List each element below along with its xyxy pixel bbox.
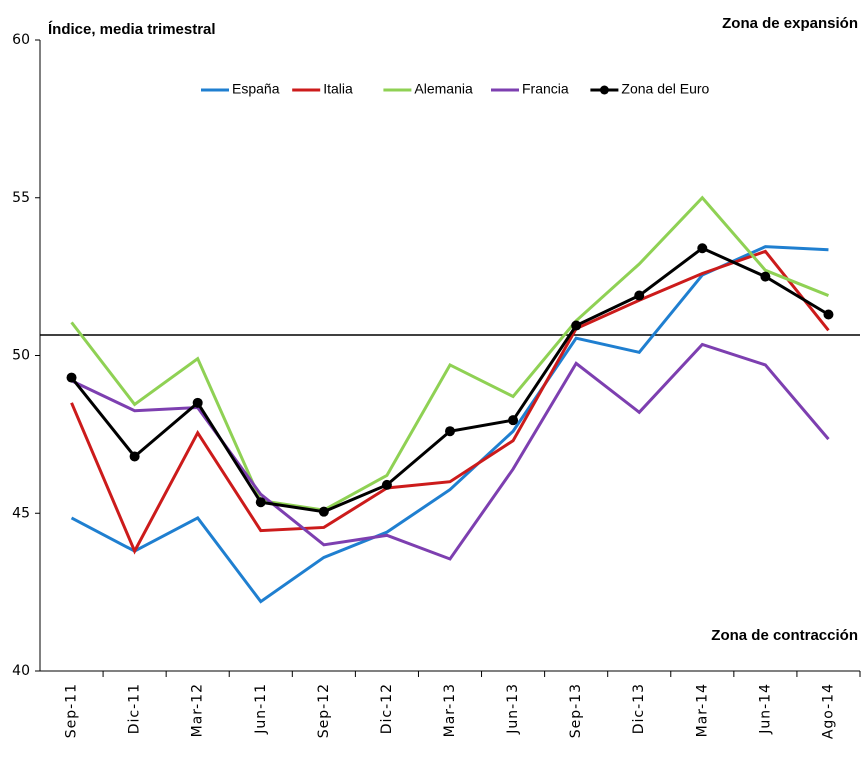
- line: [70, 195, 830, 512]
- x-tick-label: Sep-13: [568, 683, 584, 738]
- x-tick-label: Dic-11: [127, 683, 143, 734]
- marker: [634, 290, 645, 301]
- line: [70, 245, 829, 604]
- x-tick-label: Jun-11: [253, 683, 269, 735]
- x-tick-label: Mar-12: [190, 683, 206, 737]
- legend-label: España: [232, 81, 280, 97]
- annotation: Zona de contracción: [711, 627, 858, 644]
- y-tick-label: 45: [12, 505, 30, 521]
- x-tick-label: Mar-14: [694, 683, 710, 737]
- legend-marker: [599, 85, 609, 95]
- marker: [760, 271, 771, 282]
- x-tick-label: Ago-14: [820, 683, 836, 739]
- marker: [508, 415, 519, 426]
- marker: [381, 479, 392, 490]
- legend-label: Alemania: [414, 81, 473, 97]
- marker: [697, 243, 708, 254]
- legend-label: Francia: [522, 81, 569, 97]
- marker: [129, 451, 140, 462]
- x-tick-label: Sep-12: [316, 683, 332, 738]
- x-tick-label: Jun-13: [505, 683, 521, 735]
- x-tick-label: Jun-14: [757, 683, 773, 735]
- marker: [66, 372, 77, 383]
- x-tick-label: Mar-13: [442, 683, 458, 737]
- line: [70, 249, 830, 555]
- x-tick-label: Sep-11: [64, 683, 80, 738]
- legend-label: Italia: [323, 81, 353, 97]
- marker: [255, 497, 266, 508]
- marker: [318, 506, 329, 517]
- y-tick-label: 40: [12, 663, 30, 679]
- legend-label: Zona del Euro: [621, 81, 709, 97]
- x-tick-label: Dic-13: [631, 683, 647, 734]
- x-tick-label: Dic-12: [379, 683, 395, 734]
- marker: [445, 426, 455, 437]
- marker: [823, 309, 834, 320]
- marker: [192, 397, 203, 408]
- annotation: Zona de expansión: [722, 15, 858, 32]
- y-tick-label: 55: [12, 190, 30, 206]
- y-axis-label: Índice, media trimestral: [48, 21, 216, 38]
- y-tick-label: 60: [12, 32, 30, 48]
- marker: [571, 320, 582, 331]
- line: [70, 342, 830, 561]
- y-tick-label: 50: [12, 348, 30, 364]
- line: [70, 246, 830, 514]
